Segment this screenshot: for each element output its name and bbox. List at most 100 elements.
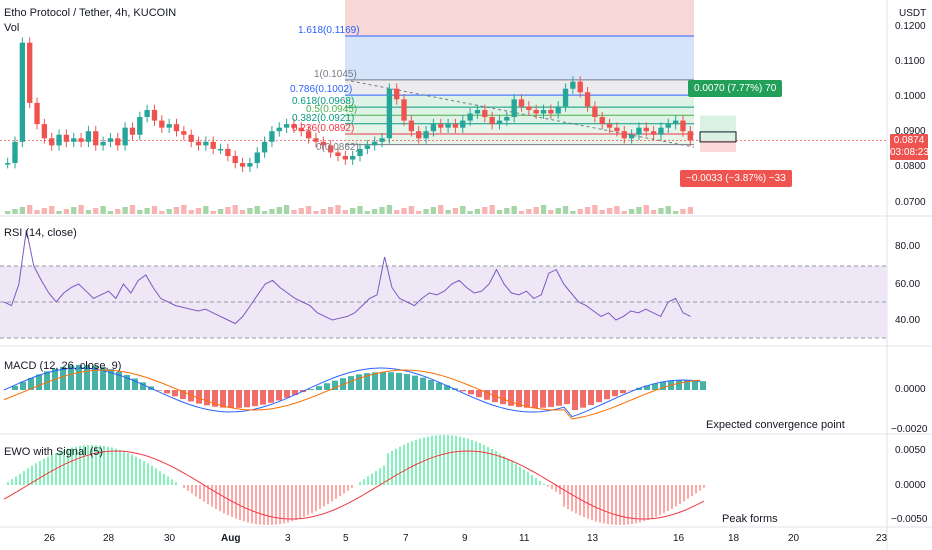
volume-bar: [592, 205, 598, 214]
volume-bar: [210, 211, 216, 214]
macd-histogram-bar: [220, 390, 226, 408]
candle-body: [34, 102, 40, 125]
candle-body: [27, 42, 33, 103]
candle-body: [122, 127, 128, 146]
macd-histogram-bar: [532, 390, 538, 408]
macd-histogram-bar: [572, 390, 578, 411]
macd-histogram-bar: [228, 390, 234, 408]
candle-body: [19, 42, 26, 142]
candle-body: [467, 113, 473, 121]
candle-body: [621, 131, 627, 139]
macd-histogram-bar: [100, 367, 106, 390]
macd-histogram-bar: [204, 390, 210, 406]
volume-bar: [129, 205, 136, 214]
currency-label[interactable]: USDT: [899, 8, 927, 19]
volume-bar: [115, 209, 121, 214]
volume-bar: [562, 206, 569, 214]
volume-bar: [335, 205, 341, 214]
volume-bar: [5, 211, 11, 214]
ewo-title: EWO with Signal (5): [4, 446, 104, 458]
volume-bar: [173, 207, 180, 214]
stop-label[interactable]: −0.0033 (−3.87%) −33: [680, 170, 792, 187]
volume-bar: [217, 209, 224, 214]
volume-bar: [540, 205, 547, 214]
last-price-badge: 0.0874 03:08:23: [890, 134, 929, 160]
macd-histogram-bar: [372, 372, 378, 390]
macd-histogram-bar: [620, 390, 626, 394]
volume-bar: [511, 206, 517, 214]
volume-bar: [401, 208, 407, 214]
volume-bar: [423, 209, 429, 214]
candle-body: [555, 106, 561, 114]
candle-body: [680, 120, 686, 132]
volume-bar: [577, 209, 583, 214]
volume-bar: [445, 210, 451, 214]
fib-label-05: 0.5(0.0945): [306, 104, 358, 115]
volume-bar: [78, 205, 84, 214]
time-tick: 30: [164, 533, 176, 544]
volume-bar: [151, 206, 158, 214]
volume-bar: [364, 211, 371, 214]
volume-bar: [320, 209, 326, 214]
macd-histogram-bar: [292, 390, 298, 396]
volume-bar: [467, 211, 473, 214]
macd-histogram-bar: [348, 376, 354, 390]
candle-body: [41, 124, 48, 139]
volume-bar: [232, 205, 238, 214]
macd-histogram-bar: [156, 390, 162, 391]
volume-bar: [584, 207, 591, 214]
candle-body: [225, 148, 231, 156]
volume-bar: [350, 208, 356, 214]
macd-histogram-bar: [444, 385, 450, 390]
volume-bar: [225, 207, 231, 214]
candle-body: [283, 124, 290, 128]
volume-bar: [93, 208, 99, 214]
macd-histogram-bar: [92, 365, 98, 390]
volume-bar: [327, 207, 334, 214]
volume-bar: [56, 211, 62, 214]
macd-histogram-bar: [252, 390, 258, 407]
candle-body: [504, 117, 510, 121]
fib-label-0236: 0.236(0.0892): [292, 123, 355, 134]
macd-histogram-bar: [36, 374, 42, 390]
candle-body: [188, 134, 194, 142]
candle-body: [584, 92, 591, 107]
macd-histogram-bar: [316, 386, 322, 390]
ewo-tick: 0.0000: [895, 480, 926, 491]
time-tick: 26: [44, 533, 56, 544]
candle-body: [232, 155, 238, 164]
candle-body: [305, 131, 312, 139]
price-tick: 0.1100: [895, 56, 925, 67]
volume-bar: [372, 209, 378, 214]
volume-bar: [570, 211, 576, 214]
candle-body: [137, 117, 143, 135]
last-price: 0.0874: [893, 135, 925, 146]
candle-body: [335, 152, 341, 156]
volume-bar: [489, 205, 495, 214]
macd-histogram-bar: [332, 380, 338, 390]
macd-histogram-bar: [684, 380, 690, 390]
volume-bar: [643, 205, 649, 214]
volume-bar: [342, 210, 348, 214]
macd-histogram-bar: [140, 382, 146, 390]
price-tick: 0.0900: [895, 126, 926, 137]
volume-bar: [12, 209, 18, 214]
volume-bar: [291, 210, 297, 214]
volume-bar: [518, 211, 525, 214]
volume-bar: [680, 209, 686, 214]
candle-body: [438, 124, 444, 128]
volume-bar: [416, 211, 422, 214]
target-label[interactable]: 0.0070 (7.77%) 70: [688, 80, 783, 97]
candle-body: [533, 109, 539, 114]
candle-body: [658, 127, 664, 135]
candle-body: [606, 124, 613, 128]
macd-histogram-bar: [476, 390, 482, 398]
volume-bar: [203, 206, 209, 214]
candle-body: [416, 131, 422, 139]
candle-body: [320, 141, 326, 146]
candle-body: [592, 106, 598, 118]
volume-bar: [122, 207, 128, 214]
volume-bar: [504, 208, 510, 214]
volume-bar: [379, 207, 385, 214]
